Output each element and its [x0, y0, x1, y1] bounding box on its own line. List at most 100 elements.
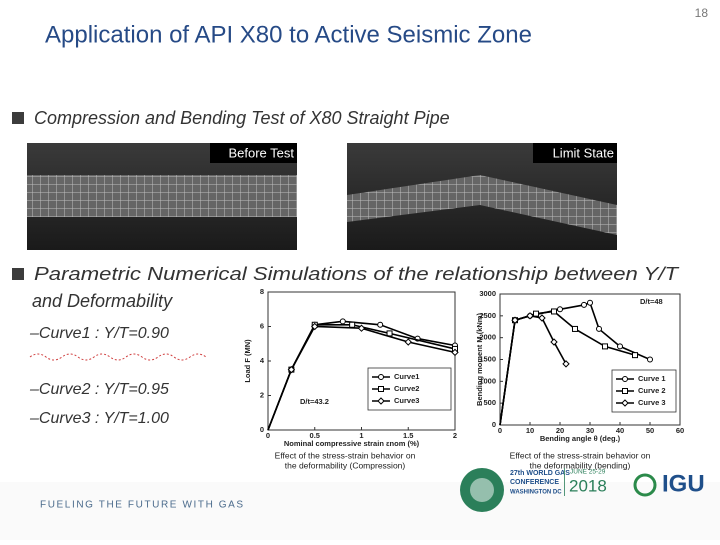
conference-text: WASHINGTON DC	[510, 490, 562, 496]
y-tick-label: 500	[483, 398, 496, 407]
legend-label: Curve3	[394, 396, 419, 405]
x-axis-label: Bending angle θ (deg.)	[540, 434, 621, 443]
legend-marker	[622, 376, 628, 382]
legend-label: Curve2	[394, 384, 419, 393]
y-tick-label: 1000	[479, 376, 496, 385]
annotation: D/t=48	[640, 297, 663, 306]
chart-caption: Effect of the stress-strain behavior on	[510, 450, 651, 460]
marker	[581, 301, 587, 308]
y-tick-label: 0	[492, 420, 496, 429]
y-axis-label: Load F (MN)	[243, 339, 252, 383]
marker	[551, 308, 557, 315]
x-tick-label: 0	[266, 431, 270, 440]
bullet-square	[12, 268, 24, 280]
x-tick-label: 10	[526, 426, 534, 435]
conference-dates: JUNE 25-29	[570, 469, 606, 476]
chart: 0 0.5 1 1.5 2 0 2 4 6 8 Nominal compressive strain…	[243, 287, 459, 470]
bullet-text: Parametric Numerical Simulations of the …	[34, 264, 680, 284]
legend-label: Curve 2	[638, 386, 666, 395]
marker	[632, 352, 638, 359]
series-line	[499, 315, 567, 426]
marker	[349, 321, 356, 328]
marker	[339, 318, 346, 325]
photo-label: Limit State	[553, 145, 614, 160]
marker	[451, 348, 459, 357]
bullet-text: and Deformability	[32, 291, 173, 311]
x-tick-label: 20	[556, 426, 564, 435]
chart-caption: Effect of the stress-strain behavior on	[275, 450, 416, 460]
marker	[617, 343, 623, 350]
page-number: 18	[695, 6, 709, 20]
x-tick-label: 2	[453, 431, 457, 440]
legend-marker	[378, 386, 384, 392]
annotation: D/t=43.2	[300, 397, 329, 406]
marker	[557, 306, 563, 313]
bullet-square	[12, 112, 24, 124]
marker	[404, 338, 412, 346]
marker	[587, 299, 593, 306]
chart-caption: the deformability (bending)	[530, 460, 631, 470]
legend-marker	[621, 399, 629, 407]
legend-marker	[377, 397, 385, 405]
y-tick-label: 8	[260, 287, 264, 296]
marker	[526, 312, 534, 320]
curve-note: –Curve2 : Y/T=0.95	[29, 381, 169, 398]
y-tick-label: 1500	[479, 354, 496, 363]
photo-before: Before Test	[27, 143, 297, 250]
legend-marker	[378, 374, 384, 380]
marker	[287, 365, 296, 374]
footer-band	[0, 482, 720, 540]
x-axis-label: Nominal compressive strain εnom (%)	[284, 439, 420, 448]
legend-label: Curve 3	[638, 398, 666, 407]
chart-caption: the deformability (Compression)	[285, 460, 406, 470]
conference-text: 27th WORLD GAS	[510, 470, 570, 477]
marker	[533, 310, 539, 317]
x-tick-label: 0	[498, 426, 502, 435]
marker	[538, 314, 546, 322]
x-tick-label: 60	[676, 426, 684, 435]
conference-text: CONFERENCE	[510, 479, 559, 486]
wgc-logo: 27th WORLD GAS CONFERENCE WASHINGTON DC …	[460, 468, 607, 512]
legend-marker	[622, 388, 628, 394]
marker	[550, 338, 558, 346]
x-tick-label: 30	[586, 426, 594, 435]
y-tick-label: 2	[260, 390, 264, 399]
marker	[386, 330, 393, 337]
marker	[357, 324, 366, 332]
footer-tagline: FUELING THE FUTURE WITH GAS	[40, 500, 245, 511]
curve-note: –Curve3 : Y/T=1.00	[29, 410, 169, 427]
x-tick-label: 1	[359, 431, 363, 440]
curve-note: –Curve1 : Y/T=0.90	[29, 325, 169, 342]
series-line	[267, 325, 456, 431]
marker	[311, 322, 319, 331]
bullet-text: Compression and Bending Test of X80 Stra…	[34, 108, 450, 128]
marker	[377, 321, 384, 328]
chart: 0 10 20 30 40 50 60 0 500 1000 1500 2000 2500 3000 Ben…	[475, 289, 684, 470]
marker	[572, 325, 578, 332]
marker	[511, 316, 519, 324]
x-tick-label: 0.5	[310, 431, 320, 440]
slide-title: Application of API X80 to Active Seismic…	[45, 21, 532, 48]
x-tick-label: 50	[646, 426, 654, 435]
conference-year: 2018	[569, 476, 607, 495]
marker	[596, 325, 602, 332]
legend-label: Curve1	[394, 372, 419, 381]
igu-logo: IGU	[633, 470, 705, 497]
y-tick-label: 3000	[479, 289, 496, 298]
org-name: IGU	[662, 470, 705, 497]
y-axis-label: Bending moment M (kNm)	[475, 313, 484, 406]
y-tick-label: 4	[260, 356, 265, 365]
spell-underline	[29, 353, 207, 361]
photo-label: Before Test	[228, 145, 294, 160]
legend-label: Curve 1	[638, 374, 666, 383]
photo-limit: Limit State	[347, 143, 617, 250]
marker	[562, 360, 570, 368]
marker	[647, 356, 653, 363]
y-tick-label: 0	[260, 425, 264, 434]
y-tick-label: 2500	[479, 311, 496, 320]
marker	[602, 343, 608, 350]
y-tick-label: 2000	[479, 333, 496, 342]
x-tick-label: 1.5	[403, 431, 413, 440]
